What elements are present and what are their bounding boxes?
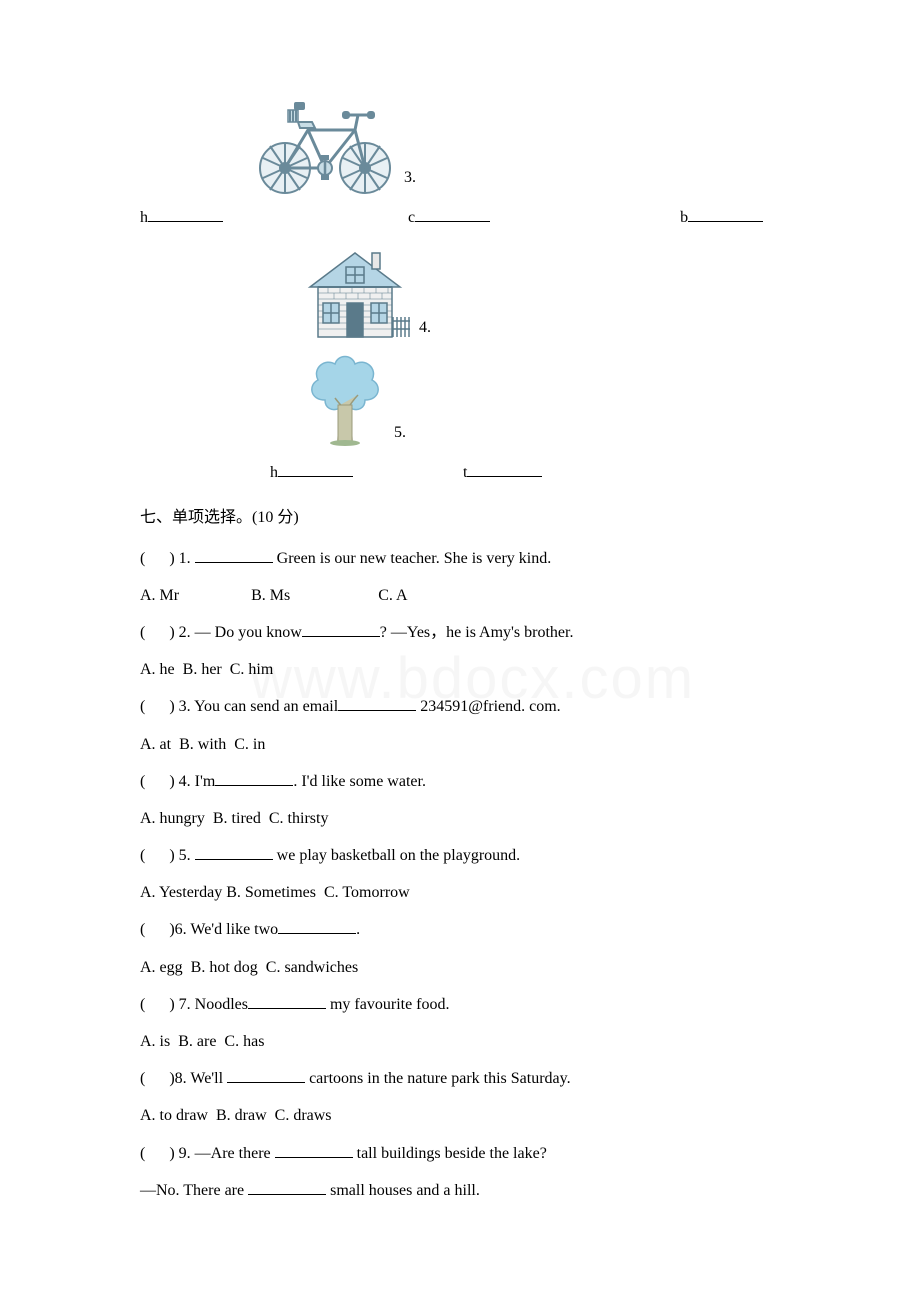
house-icon — [300, 245, 415, 345]
question-9-line2: —No. There are small houses and a hill. — [140, 1173, 780, 1208]
bicycle-image-container: 3. — [195, 100, 420, 195]
question-9: ( ) 9. —Are there tall buildings beside … — [140, 1136, 780, 1171]
question-5: ( ) 5. we play basketball on the playgro… — [140, 838, 780, 873]
question-1: ( ) 1. Green is our new teacher. She is … — [140, 541, 780, 576]
blank-t: t — [463, 455, 542, 490]
image-row-bicycle: 3. — [140, 100, 780, 195]
question-8: ( )8. We'll cartoons in the nature park … — [140, 1061, 780, 1096]
question-6: ( )6. We'd like two. — [140, 912, 780, 947]
image-number-4: 4. — [419, 310, 431, 345]
image-row-house: 4. — [140, 245, 780, 345]
question-4: ( ) 4. I'm. I'd like some water. — [140, 764, 780, 799]
questions-container: ( ) 1. Green is our new teacher. She is … — [140, 541, 780, 1208]
house-image-container: 4. — [245, 245, 435, 345]
tree-image-container: 5. — [245, 350, 410, 450]
blank-c: c — [408, 200, 490, 235]
question-1-options: A. Mr B. Ms C. A — [140, 578, 780, 613]
question-2-options: A. he B. her C. him — [140, 652, 780, 687]
image-number-5: 5. — [394, 415, 406, 450]
section-7-title: 七、单项选择。(10 分) — [140, 500, 780, 535]
question-8-options: A. to draw B. draw C. draws — [140, 1098, 780, 1133]
question-2: ( ) 2. — Do you know? —Yes，he is Amy's b… — [140, 615, 780, 650]
blank-b: b — [680, 200, 763, 235]
question-7: ( ) 7. Noodles my favourite food. — [140, 987, 780, 1022]
question-4-options: A. hungry B. tired C. thirsty — [140, 801, 780, 836]
question-3: ( ) 3. You can send an email 234591@frie… — [140, 689, 780, 724]
question-7-options: A. is B. are C. has — [140, 1024, 780, 1059]
question-3-options: A. at B. with C. in — [140, 727, 780, 762]
bicycle-icon — [250, 100, 400, 195]
blank-h: h — [140, 200, 223, 235]
question-6-options: A. egg B. hot dog C. sandwiches — [140, 950, 780, 985]
image-row-tree: 5. — [140, 350, 780, 450]
tree-icon — [300, 350, 390, 450]
blanks-row-2: h t — [270, 455, 780, 490]
question-5-options: A. Yesterday B. Sometimes C. Tomorrow — [140, 875, 780, 910]
blank-h2: h — [270, 455, 353, 490]
blanks-row-1: h c b — [140, 200, 780, 235]
image-number-3: 3. — [404, 160, 416, 195]
